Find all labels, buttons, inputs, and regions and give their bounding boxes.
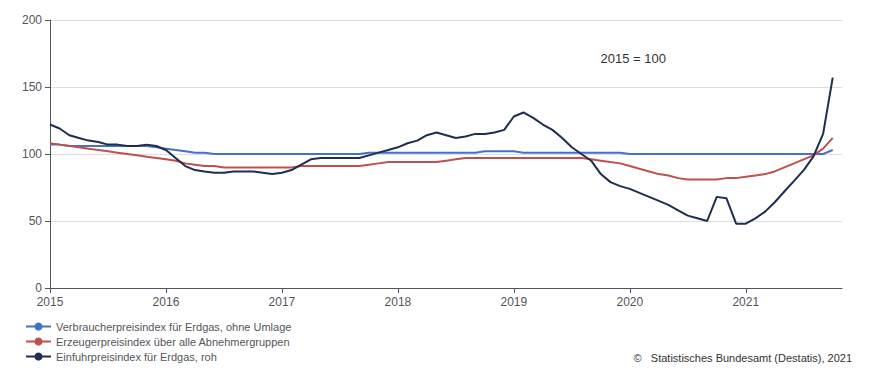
svg-text:Erzeugerpreisindex über alle A: Erzeugerpreisindex über alle Abnehmergru…	[56, 336, 290, 348]
svg-text:2018: 2018	[385, 295, 412, 309]
svg-text:0: 0	[35, 281, 42, 295]
svg-text:2021: 2021	[732, 295, 759, 309]
svg-text:2015: 2015	[37, 295, 64, 309]
svg-text:2016: 2016	[153, 295, 180, 309]
svg-text:2015 = 100: 2015 = 100	[600, 51, 665, 66]
svg-text:© Statistisches Bundesamt (D: © Statistisches Bundesamt (Destatis), 20…	[634, 352, 852, 364]
svg-text:150: 150	[22, 80, 42, 94]
svg-text:2020: 2020	[616, 295, 643, 309]
svg-text:100: 100	[22, 147, 42, 161]
svg-text:2017: 2017	[269, 295, 296, 309]
svg-text:2019: 2019	[500, 295, 527, 309]
svg-text:Einfuhrpreisindex für Erdgas,: Einfuhrpreisindex für Erdgas, roh	[56, 351, 217, 363]
svg-text:50: 50	[29, 214, 43, 228]
svg-text:200: 200	[22, 13, 42, 27]
svg-text:Verbraucherpreisindex für Erdg: Verbraucherpreisindex für Erdgas, ohne U…	[56, 321, 291, 333]
